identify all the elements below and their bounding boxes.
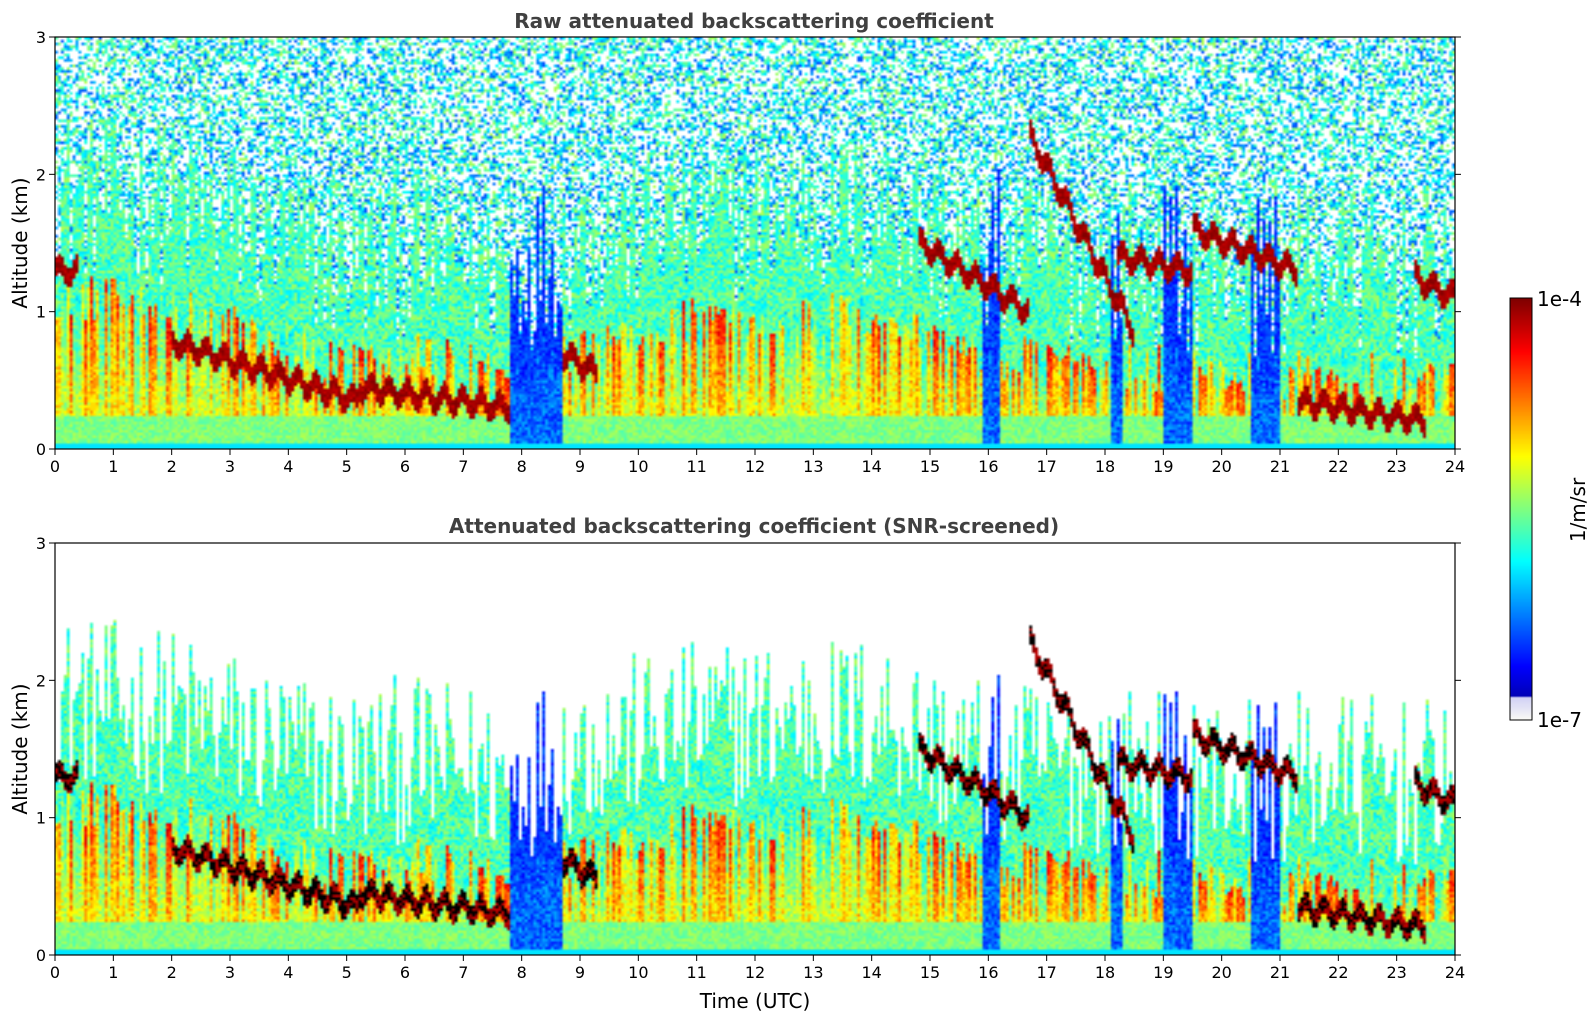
x-tick-label: 24: [1445, 457, 1465, 476]
x-tick-label: 18: [1095, 963, 1115, 982]
colorbar-gradient: [1510, 298, 1532, 720]
y-axis: 0 1 2 3: [36, 534, 1461, 965]
y-tick-label: 1: [36, 809, 46, 828]
y-tick-label: 1: [36, 303, 46, 322]
x-tick-label: 14: [861, 963, 881, 982]
heatmap-raw: [55, 37, 1455, 449]
x-tick-label: 10: [628, 457, 648, 476]
x-tick-label: 9: [575, 963, 585, 982]
y-tick-label: 0: [36, 946, 46, 965]
x-tick-label: 2: [167, 963, 177, 982]
x-tick-label: 0: [50, 963, 60, 982]
panel-screened: Attenuated backscattering coefficient (S…: [8, 514, 1465, 1013]
x-tick-label: 18: [1095, 457, 1115, 476]
heatmap-screened: [55, 543, 1455, 955]
x-tick-label: 4: [283, 963, 293, 982]
x-tick-label: 4: [283, 457, 293, 476]
x-tick-label: 17: [1036, 963, 1056, 982]
x-tick-label: 7: [458, 457, 468, 476]
x-tick-label: 12: [745, 457, 765, 476]
x-tick-label: 11: [686, 963, 706, 982]
x-tick-label: 15: [920, 963, 940, 982]
y-tick-label: 2: [36, 671, 46, 690]
x-tick-label: 10: [628, 963, 648, 982]
x-axis: 0 1 2 3 4 5 6 7 8 9 10 11 12 13 14 15 16 17 18 19 20 21 22 23 24: [50, 449, 1465, 476]
x-tick-label: 20: [1211, 963, 1231, 982]
x-tick-label: 22: [1328, 963, 1348, 982]
colorbar-frame: [1509, 297, 1533, 721]
x-tick-label: 21: [1270, 963, 1290, 982]
x-tick-label: 8: [517, 963, 527, 982]
y-tick-label: 3: [36, 28, 46, 47]
x-tick-label: 12: [745, 963, 765, 982]
x-tick-label: 13: [803, 457, 823, 476]
x-tick-label: 16: [978, 963, 998, 982]
x-tick-label: 0: [50, 457, 60, 476]
y-tick-label: 0: [36, 440, 46, 459]
x-tick-label: 23: [1386, 963, 1406, 982]
x-tick-label: 20: [1211, 457, 1231, 476]
panel-title: Attenuated backscattering coefficient (S…: [449, 514, 1059, 538]
x-tick-label: 7: [458, 963, 468, 982]
colorbar: 1e-4 1e-7 1/m/sr: [1509, 287, 1590, 732]
x-tick-label: 5: [342, 963, 352, 982]
x-tick-label: 21: [1270, 457, 1290, 476]
x-tick-label: 1: [108, 963, 118, 982]
x-tick-label: 19: [1153, 963, 1173, 982]
x-axis: 0 1 2 3 4 5 6 7 8 9 10 11 12 13 14 15 16 17 18 19 20 21 22 23 24: [50, 955, 1465, 982]
x-tick-label: 17: [1036, 457, 1056, 476]
x-tick-label: 8: [517, 457, 527, 476]
x-tick-label: 5: [342, 457, 352, 476]
x-tick-label: 15: [920, 457, 940, 476]
y-axis-label: Altitude (km): [8, 683, 32, 814]
x-tick-label: 23: [1386, 457, 1406, 476]
colorbar-unit-label: 1/m/sr: [1566, 477, 1590, 542]
x-tick-label: 6: [400, 457, 410, 476]
colorbar-min-label: 1e-7: [1537, 708, 1582, 732]
x-tick-label: 19: [1153, 457, 1173, 476]
x-tick-label: 9: [575, 457, 585, 476]
y-axis: 0 1 2 3: [36, 28, 1461, 459]
x-tick-label: 16: [978, 457, 998, 476]
colorbar-max-label: 1e-4: [1537, 287, 1582, 311]
x-tick-label: 2: [167, 457, 177, 476]
y-tick-label: 2: [36, 165, 46, 184]
x-tick-label: 14: [861, 457, 881, 476]
panel-title: Raw attenuated backscattering coefficien…: [514, 9, 994, 33]
x-tick-label: 22: [1328, 457, 1348, 476]
panel-raw: Raw attenuated backscattering coefficien…: [8, 9, 1465, 476]
x-tick-label: 3: [225, 457, 235, 476]
x-tick-label: 13: [803, 963, 823, 982]
x-tick-label: 3: [225, 963, 235, 982]
x-tick-label: 1: [108, 457, 118, 476]
x-tick-label: 6: [400, 963, 410, 982]
y-axis-label: Altitude (km): [8, 177, 32, 308]
x-tick-label: 11: [686, 457, 706, 476]
x-axis-label: Time (UTC): [699, 989, 811, 1013]
y-tick-label: 3: [36, 534, 46, 553]
x-tick-label: 24: [1445, 963, 1465, 982]
